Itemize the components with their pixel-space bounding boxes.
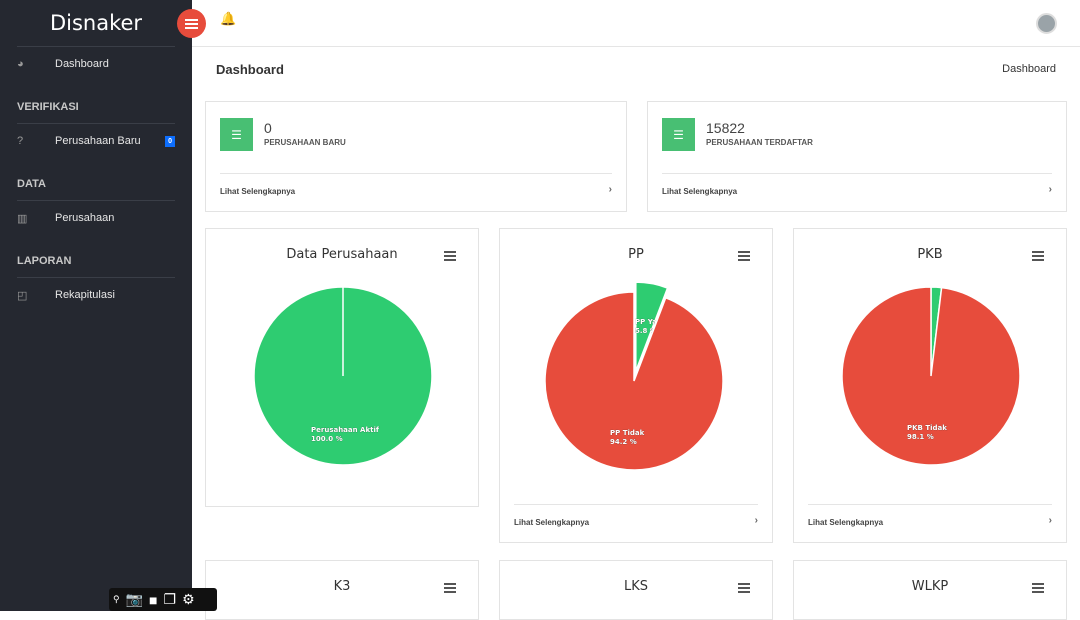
stat-value: 15822 [706, 120, 745, 136]
more-link-label: Lihat Selengkapnya [662, 187, 738, 196]
nav-section-heading: VERIFIKASI [17, 81, 175, 124]
menu-icon [185, 18, 198, 29]
sidebar-item[interactable]: ? Perusahaan Baru 0 [0, 124, 192, 158]
sidebar-item-label: Rekapitulasi [55, 289, 115, 301]
stat-label: PERUSAHAAN BARU [264, 138, 346, 147]
question-icon: ? [17, 135, 24, 147]
pin-icon[interactable]: ⚲ [113, 594, 120, 604]
gear-icon[interactable]: ⚙ [182, 591, 195, 607]
nav-section-heading: DATA [17, 158, 175, 201]
slice-value: 98.1 % [907, 433, 934, 441]
chart-card: PKB PKB Tidak 98.1 % Lihat Selengkapnya › [793, 228, 1067, 543]
pie-slice[interactable] [544, 291, 724, 471]
more-link[interactable]: Lihat Selengkapnya › [514, 504, 758, 527]
chevron-right-icon: › [1048, 184, 1052, 195]
sidebar-item[interactable]: ▥ Perusahaan [0, 201, 192, 235]
sidebar-item-label: Perusahaan [55, 212, 115, 224]
save-icon: ◰ [17, 289, 28, 302]
chart-card: K3 [205, 560, 479, 620]
chart-menu-icon[interactable] [444, 583, 456, 593]
chart-title: PKB [917, 247, 943, 262]
chart-menu-icon[interactable] [1032, 583, 1044, 593]
chart-menu-icon[interactable] [738, 251, 750, 261]
slice-label: PKB Tidak [907, 424, 947, 432]
sidebar: Disnaker ◕ Dashboard VERIFIKASI? Perusahaan… [0, 0, 192, 611]
chart-title: PP [628, 247, 644, 262]
chevron-right-icon: › [754, 515, 758, 526]
chevron-right-icon: › [608, 184, 612, 195]
chart-menu-icon[interactable] [1032, 251, 1044, 261]
brand-logo[interactable]: Disnaker [17, 0, 175, 47]
stat-card-perusahaan-terdaftar: ☰ 15822 PERUSAHAAN TERDAFTAR Lihat Selen… [647, 101, 1067, 212]
slice-value: 94.2 % [610, 438, 637, 446]
window-icon[interactable]: ❐ [163, 591, 177, 607]
page-title: Dashboard [216, 62, 284, 77]
chart-title: K3 [333, 579, 351, 594]
notification-bell-icon[interactable]: 🔔 [220, 11, 237, 26]
list-icon: ☰ [220, 118, 253, 151]
stat-card-perusahaan-baru: ☰ 0 PERUSAHAAN BARU Lihat Selengkapnya › [205, 101, 627, 212]
more-link-label: Lihat Selengkapnya [220, 187, 296, 196]
slice-value: 100.0 % [311, 435, 343, 443]
chart-menu-icon[interactable] [738, 583, 750, 593]
more-link[interactable]: Lihat Selengkapnya › [662, 173, 1052, 196]
chart-card: Data Perusahaan Perusahaan Aktif 100.0 % [205, 228, 479, 507]
more-link-label: Lihat Selengkapnya [808, 518, 884, 527]
chart-card: LKS [499, 560, 773, 620]
sidebar-item-label: Perusahaan Baru [55, 135, 141, 147]
chart-title: LKS [623, 579, 649, 594]
sidebar-item[interactable]: ◕ Dashboard [0, 47, 192, 81]
chart-title: Data Perusahaan [286, 247, 398, 262]
more-link[interactable]: Lihat Selengkapnya › [220, 173, 612, 196]
stat-label: PERUSAHAAN TERDAFTAR [706, 138, 813, 147]
capture-toolbar: ⚲ 📷 ■ ❐ ⚙ [109, 588, 217, 611]
chart-title: WLKP [911, 579, 949, 594]
dashboard-icon: ◕ [17, 58, 24, 70]
chart-card: WLKP [793, 560, 1067, 620]
slice-label: Perusahaan Aktif [311, 426, 380, 434]
barcode-icon: ▥ [17, 212, 28, 225]
pie-slice[interactable] [841, 286, 1021, 466]
slice-label: PP Ya [635, 318, 657, 326]
sidebar-toggle-button[interactable] [177, 9, 206, 38]
stat-value: 0 [264, 120, 272, 136]
slice-value: 5.8 % [635, 327, 657, 335]
nav-section-heading: LAPORAN [17, 235, 175, 278]
sidebar-item[interactable]: ◰ Rekapitulasi [0, 278, 192, 312]
pie-slice[interactable] [635, 281, 669, 372]
chart-menu-icon[interactable] [444, 251, 456, 261]
video-icon[interactable]: ■ [149, 591, 158, 608]
sidebar-item-label: Dashboard [55, 58, 109, 70]
count-badge: 0 [165, 135, 175, 147]
more-link[interactable]: Lihat Selengkapnya › [808, 504, 1052, 527]
topbar: 🔔 [192, 0, 1080, 47]
camera-icon[interactable]: 📷 [125, 591, 144, 607]
more-link-label: Lihat Selengkapnya [514, 518, 590, 527]
list-icon: ☰ [662, 118, 695, 151]
avatar[interactable] [1036, 13, 1057, 34]
chevron-right-icon: › [1048, 515, 1052, 526]
slice-label: PP Tidak [610, 429, 645, 437]
chart-card: PP PP Ya 5.8 % PP Tidak 94.2 % Lihat Selengk… [499, 228, 773, 543]
breadcrumb[interactable]: Dashboard [1002, 63, 1056, 75]
